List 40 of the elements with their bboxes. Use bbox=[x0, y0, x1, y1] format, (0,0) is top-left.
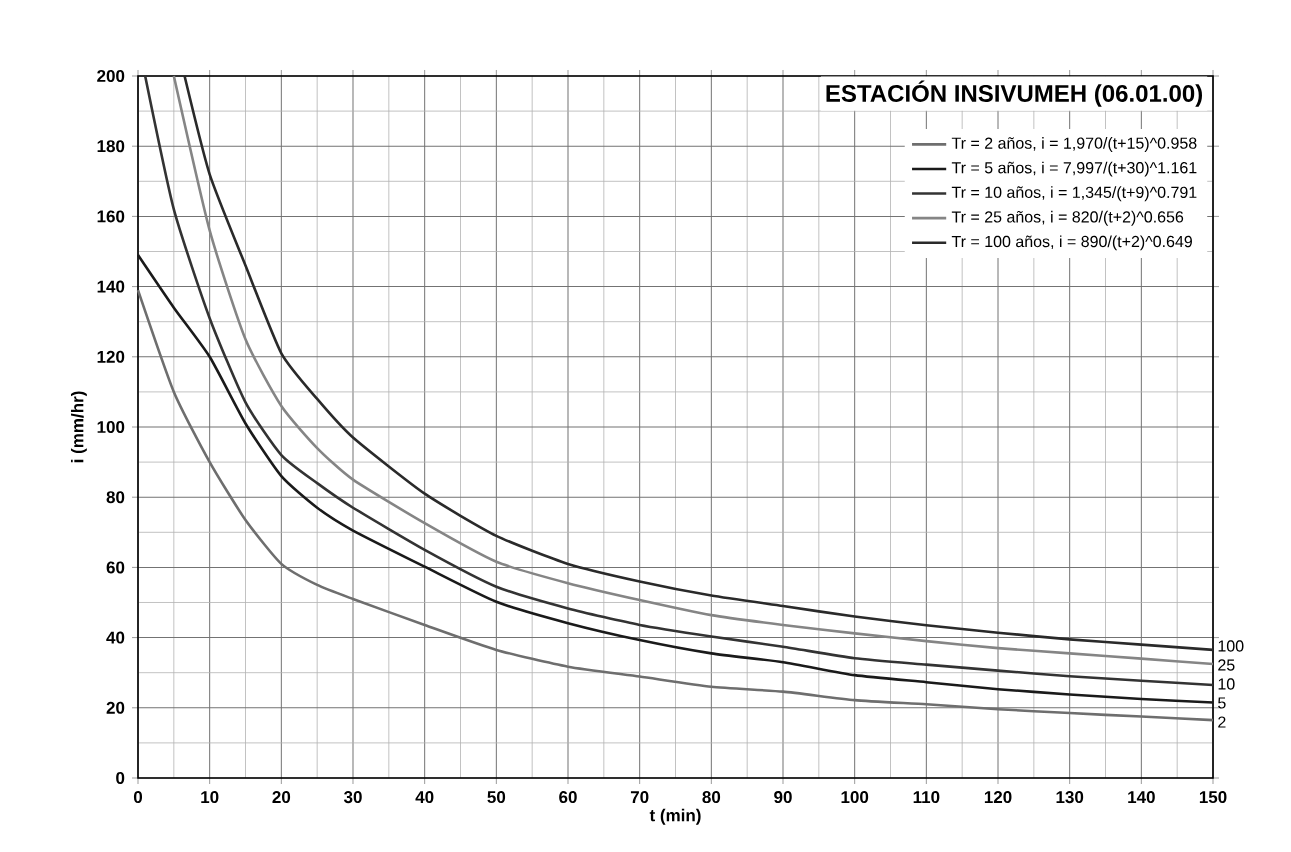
x-tick-label: 150 bbox=[1199, 791, 1227, 804]
legend-label: Tr = 100 años, i = 890/(t+2)^0.649 bbox=[951, 235, 1192, 251]
text: 100 bbox=[1218, 640, 1244, 652]
x-tick-label: 40 bbox=[415, 791, 434, 804]
x-tick-label: 110 bbox=[913, 791, 940, 804]
legend-label: Tr = 25 años, i = 820/(t+2)^0.656 bbox=[951, 210, 1184, 226]
x-tick-label: 140 bbox=[1128, 791, 1155, 804]
x-tick-label: 10 bbox=[201, 791, 219, 804]
y-axis-title: i (mm/hr) bbox=[70, 391, 87, 463]
y-tick-label: 160 bbox=[97, 210, 125, 223]
legend-label: Tr = 5 años, i = 7,997/(t+30)^1.161 bbox=[951, 161, 1197, 177]
x-tick-label: 130 bbox=[1056, 791, 1084, 804]
x-tick-label: 100 bbox=[841, 791, 869, 804]
legend-label: Tr = 10 años, i = 1,345/(t+9)^0.791 bbox=[951, 186, 1197, 202]
x-tick-label: 120 bbox=[984, 791, 1012, 804]
y-tick-label: 80 bbox=[106, 491, 125, 504]
y-tick-label: 120 bbox=[97, 350, 125, 363]
x-axis-title: t (min) bbox=[649, 808, 701, 825]
text: 5 bbox=[1218, 697, 1226, 709]
chart-title: ESTACIÓN INSIVUMEH (06.01.00) bbox=[826, 80, 1203, 107]
y-tick-label: 0 bbox=[116, 772, 125, 785]
y-tick-label: 60 bbox=[106, 561, 125, 574]
x-tick-label: 0 bbox=[133, 791, 143, 804]
y-tick-label: 40 bbox=[106, 631, 125, 644]
y-tick-label: 140 bbox=[97, 280, 125, 293]
x-tick-label: 60 bbox=[559, 791, 577, 804]
legend-label: Tr = 2 años, i = 1,970/(t+15)^0.958 bbox=[951, 137, 1197, 152]
x-tick-label: 90 bbox=[774, 791, 792, 804]
x-tick-label: 30 bbox=[343, 791, 362, 804]
text: 2 bbox=[1218, 716, 1226, 728]
text: 25 bbox=[1218, 659, 1235, 671]
x-tick-label: 70 bbox=[630, 791, 649, 804]
x-tick-label: 20 bbox=[272, 791, 291, 804]
x-tick-label: 80 bbox=[702, 791, 721, 804]
text: 10 bbox=[1218, 678, 1235, 690]
y-tick-label: 100 bbox=[97, 421, 125, 434]
y-tick-label: 200 bbox=[97, 69, 125, 83]
x-tick-label: 50 bbox=[487, 791, 506, 804]
y-tick-label: 180 bbox=[97, 140, 125, 153]
y-tick-label: 20 bbox=[106, 701, 125, 714]
